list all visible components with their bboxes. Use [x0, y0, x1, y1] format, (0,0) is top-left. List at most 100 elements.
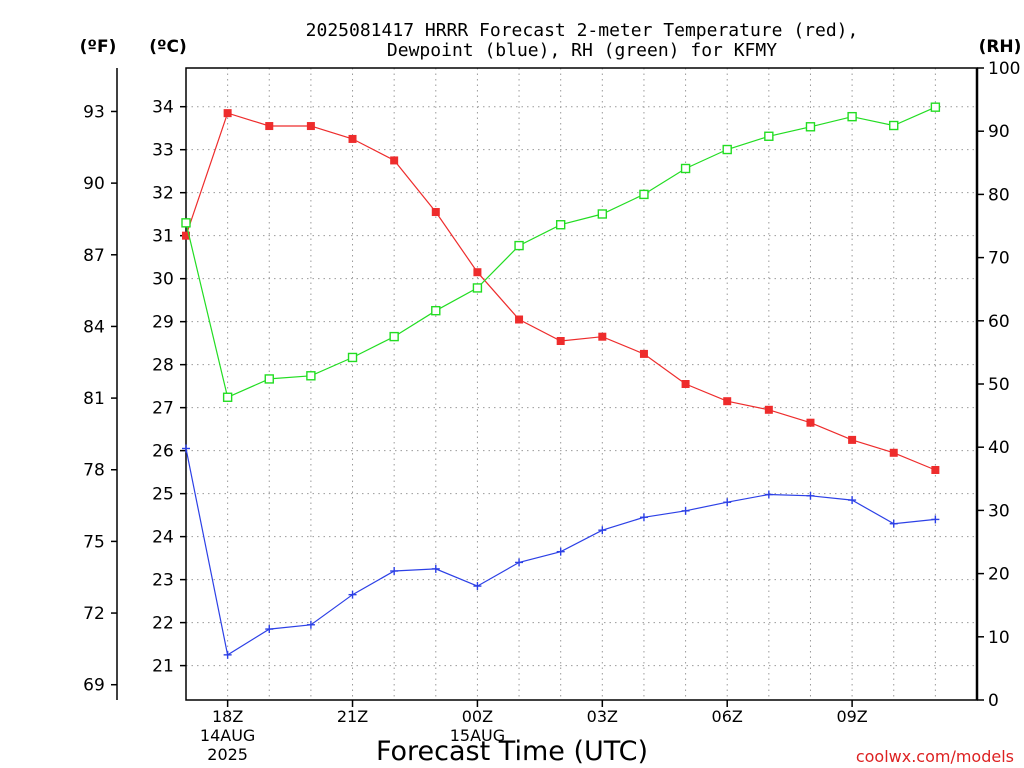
temperature-point: [306, 122, 315, 131]
dewpoint-point: [639, 513, 648, 522]
celsius-tick-label: 24: [152, 528, 174, 548]
celsius-tick-label: 32: [152, 184, 174, 204]
time-tick-label: 21Z: [337, 707, 368, 726]
rh-point: [680, 163, 691, 174]
rh-tick-label: 80: [988, 185, 1010, 205]
rh-point: [347, 352, 358, 363]
dewpoint-point: [431, 564, 440, 573]
rh-point: [181, 218, 191, 228]
rh-point: [264, 374, 274, 384]
rh-tick-label: 50: [988, 375, 1010, 395]
time-tick-year: 2025: [207, 745, 248, 764]
temperature-point: [348, 134, 357, 143]
rh-axis: 0 10 20 30 40 50 60 70 80 90 100: [977, 59, 1020, 711]
time-tick-label: 09Z: [836, 707, 867, 726]
temperature-point: [556, 337, 565, 346]
rh-point: [805, 122, 816, 132]
time-tick-label: 00Z: [462, 707, 493, 726]
dewpoint-series: [182, 444, 940, 659]
rh-tick-label: 10: [988, 628, 1010, 648]
rh-point: [514, 240, 524, 251]
temperature-point: [223, 109, 232, 118]
temperature-point: [515, 315, 524, 324]
temperature-point: [639, 349, 648, 358]
temperature-point: [764, 405, 773, 414]
temperature-point: [848, 435, 857, 444]
temperature-point: [681, 380, 690, 388]
rh-tick-label: 60: [988, 312, 1010, 332]
dewpoint-point: [348, 590, 357, 599]
dewpoint-point: [764, 490, 773, 499]
dewpoint-point: [931, 515, 940, 524]
fahrenheit-tick-label: 69: [83, 676, 105, 696]
celsius-tick-label: 27: [152, 399, 174, 419]
temperature-point: [390, 156, 399, 165]
fahrenheit-tick-label: 87: [83, 246, 105, 266]
fahrenheit-tick-label: 84: [83, 317, 105, 337]
dewpoint-point: [848, 496, 857, 505]
celsius-tick-label: 23: [152, 571, 174, 591]
rh-point: [930, 102, 941, 112]
dewpoint-point: [265, 625, 274, 634]
celsius-tick-label: 25: [152, 485, 174, 505]
celsius-tick-label: 33: [152, 141, 174, 161]
dewpoint-point: [223, 650, 232, 659]
celsius-axis: 21 22 23 24 25 26 27 28 29 30 31 32 33 34: [152, 98, 186, 677]
time-tick-label: 03Z: [587, 707, 618, 726]
rh-point: [222, 392, 233, 402]
celsius-axis-label: (ºC): [149, 37, 187, 57]
dewpoint-point: [390, 567, 399, 576]
rh-axis-label: (RH): [979, 37, 1022, 57]
chart-title-line1: 2025081417 HRRR Forecast 2-meter Tempera…: [306, 20, 859, 41]
fahrenheit-tick-label: 75: [83, 532, 105, 552]
rh-point: [722, 144, 732, 155]
dewpoint-point: [889, 519, 898, 528]
rh-point: [764, 131, 774, 141]
temperature-point: [598, 332, 607, 341]
dewpoint-point: [182, 444, 190, 453]
rh-point: [889, 120, 899, 131]
fahrenheit-tick-label: 81: [83, 389, 105, 409]
temperature-point: [473, 268, 482, 277]
time-tick-date: 15AUG: [450, 726, 505, 745]
rh-tick-label: 100: [988, 59, 1020, 79]
temperature-point: [931, 465, 940, 474]
grid: [186, 68, 977, 700]
celsius-tick-label: 22: [152, 614, 174, 634]
temperature-point: [431, 208, 440, 217]
x-axis-title: Forecast Time (UTC): [376, 736, 648, 767]
rh-point: [847, 111, 857, 122]
celsius-tick-label: 34: [152, 98, 174, 118]
rh-tick-label: 0: [988, 691, 999, 711]
credit-link[interactable]: coolwx.com/models: [856, 747, 1014, 766]
dewpoint-point: [598, 526, 607, 535]
rh-point: [306, 371, 316, 381]
chart-title-line2: Dewpoint (blue), RH (green) for KFMY: [387, 40, 777, 61]
rh-point: [431, 305, 441, 316]
rh-point: [555, 220, 566, 230]
rh-series: [181, 102, 941, 402]
time-tick-date: 14AUG: [200, 726, 255, 745]
fahrenheit-tick-label: 78: [83, 461, 105, 481]
fahrenheit-tick-label: 90: [83, 174, 105, 194]
time-tick-label: 18Z: [212, 707, 243, 726]
temperature-point: [806, 418, 815, 427]
rh-tick-label: 40: [988, 438, 1010, 458]
rh-tick-label: 70: [988, 249, 1010, 269]
celsius-tick-label: 31: [152, 227, 174, 247]
fahrenheit-tick-label: 93: [83, 102, 105, 122]
temperature-point: [723, 397, 732, 406]
dewpoint-point: [515, 558, 524, 567]
rh-point: [389, 331, 399, 342]
rh-point: [472, 283, 483, 293]
dewpoint-point: [556, 547, 565, 556]
rh-tick-label: 20: [988, 565, 1010, 585]
celsius-tick-label: 28: [152, 356, 174, 376]
series-layer: [181, 102, 941, 659]
dewpoint-point: [806, 491, 815, 500]
temperature-point: [889, 448, 898, 457]
rh-point: [597, 209, 608, 219]
